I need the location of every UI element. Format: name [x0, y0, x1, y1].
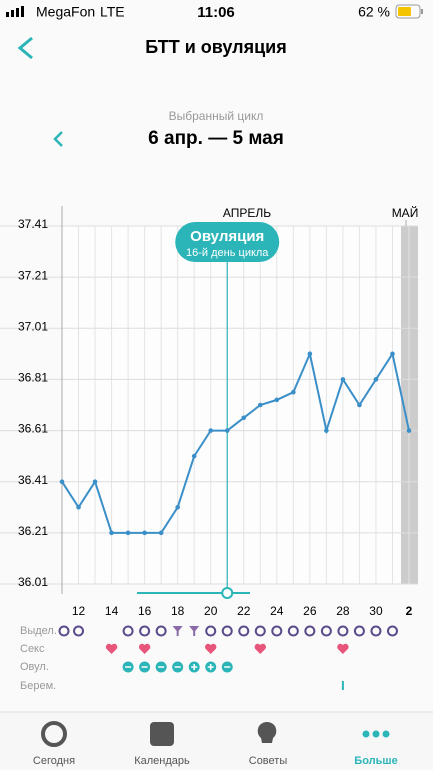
discharge-icon	[155, 625, 167, 637]
y-tick-label: 36.81	[18, 371, 48, 385]
y-tick-label: 36.61	[18, 422, 48, 436]
x-tick-label: 20	[204, 604, 218, 618]
row-label: Берем.	[20, 680, 56, 692]
bbt-point	[390, 351, 395, 357]
bbt-point	[274, 397, 280, 403]
prev-cycle[interactable]	[53, 131, 63, 147]
y-tick-label: 36.01	[18, 575, 48, 589]
discharge-icon	[58, 625, 70, 637]
battery-icon	[395, 4, 423, 19]
bbt-point	[109, 530, 114, 536]
cycle-range: 6 апр. — 5 мая	[148, 128, 284, 149]
bbt-point	[257, 402, 263, 408]
discharge-icon	[254, 625, 266, 637]
sex-icon	[105, 643, 118, 654]
page-title: БТТ и овуляция	[145, 37, 287, 57]
bbt-point	[76, 504, 81, 510]
bbt-point	[373, 377, 379, 382]
bbt-point	[340, 377, 346, 382]
bbt-point	[324, 428, 329, 433]
network: LTE	[100, 4, 125, 20]
battery-text: 62 %	[358, 4, 390, 20]
discharge-icon	[320, 625, 332, 637]
y-tick-label: 36.21	[18, 524, 48, 538]
bbt-point	[224, 428, 230, 433]
x-tick-label: 2	[406, 604, 413, 618]
x-tick-label: 16	[138, 604, 152, 618]
tab-label: Сегодня	[33, 755, 75, 767]
plot-area	[62, 226, 418, 584]
bbt-point	[142, 530, 147, 536]
signal	[6, 6, 24, 17]
x-tick-label: 28	[336, 604, 350, 618]
tab-label: Советы	[249, 755, 288, 767]
discharge-drop-icon	[189, 626, 200, 636]
ovulation-subtitle: 16-й день цикла	[186, 247, 269, 259]
bbt-point	[307, 351, 313, 357]
y-tick-label: 37.21	[18, 268, 48, 282]
bbt-point	[357, 402, 362, 408]
bbt-point	[125, 530, 131, 536]
x-tick-label: 14	[105, 604, 119, 618]
bbt-point	[191, 453, 197, 459]
y-tick-label: 36.41	[18, 473, 48, 487]
row-label: Секс	[20, 643, 45, 655]
discharge-icon	[271, 625, 283, 637]
month-label: АПРЕЛЬ	[223, 206, 271, 220]
today-icon	[41, 721, 67, 747]
bbt-point	[406, 428, 412, 433]
bbt-line	[61, 350, 410, 534]
bbt-point	[241, 415, 247, 421]
time: 11:06	[197, 4, 235, 21]
sex-icon	[337, 643, 349, 654]
more-icon	[362, 730, 390, 738]
x-tick-label: 24	[270, 604, 284, 618]
calendar-icon	[150, 722, 174, 746]
y-tick-label: 37.41	[18, 217, 48, 231]
bbt-point	[175, 504, 180, 510]
discharge-icon	[205, 625, 217, 637]
bbt-point	[59, 479, 65, 485]
discharge-icon	[304, 625, 316, 637]
carrier: MegaFon	[36, 4, 95, 20]
x-tick-label: 30	[369, 604, 383, 618]
tab-bar	[0, 712, 433, 770]
tips-icon	[257, 721, 277, 743]
bbt-point	[158, 530, 164, 536]
discharge-icon	[337, 625, 349, 637]
row-label: Выдел.	[20, 625, 57, 637]
x-tick-label: 12	[72, 604, 86, 618]
discharge-icon	[139, 625, 151, 637]
sex-icon	[254, 643, 266, 654]
sex-icon	[205, 643, 217, 654]
discharge-icon	[370, 625, 382, 637]
bbt-point	[208, 428, 214, 433]
slider-handle[interactable]	[221, 587, 234, 599]
x-tick-label: 18	[171, 604, 185, 618]
discharge-icon	[238, 625, 250, 637]
discharge-icon	[221, 625, 233, 637]
x-tick-label: 22	[237, 604, 251, 618]
bbt-point	[291, 389, 296, 395]
sex-icon	[138, 643, 151, 654]
discharge-icon	[73, 625, 85, 637]
x-tick-label: 26	[303, 604, 317, 618]
cycle-label: Выбранный цикл	[169, 109, 264, 123]
discharge-icon	[287, 625, 299, 637]
ovulation-title: Овуляция	[190, 228, 264, 245]
discharge-icon	[353, 625, 365, 637]
y-tick-label: 37.01	[18, 319, 48, 333]
discharge-icon	[386, 625, 398, 637]
bbt-point	[92, 479, 98, 485]
tab-label: Календарь	[134, 755, 190, 767]
tab-label: Больше	[354, 755, 397, 767]
discharge-icon	[122, 625, 134, 637]
back-button[interactable]	[17, 36, 33, 60]
month-label: МАЙ	[392, 205, 419, 220]
discharge-drop-icon	[172, 626, 183, 636]
row-label: Овул.	[20, 661, 49, 673]
ovulation-badge	[175, 222, 280, 262]
